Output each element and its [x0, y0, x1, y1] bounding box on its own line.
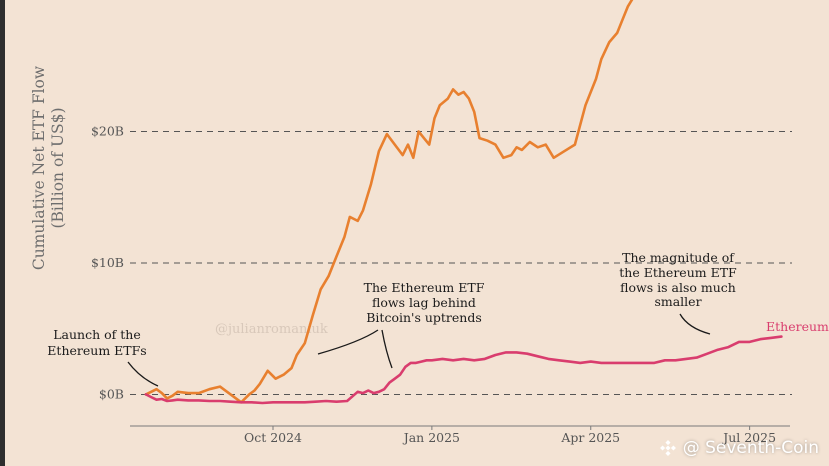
x-tick-labels: Oct 2024 Jan 2025 Apr 2025 Jul 2025 — [244, 426, 776, 445]
watermark: @julianromaniuk — [215, 322, 328, 337]
annotation-launch-line2: Ethereum ETFs — [47, 343, 146, 358]
x-tick-label-1: Jan 2025 — [402, 430, 460, 445]
annotation-magnitude-line4: smaller — [654, 294, 701, 309]
annotation-lag: The Ethereum ETF flows lag behind Bitcoi… — [317, 280, 485, 369]
y-tick-labels: $0B $10B $20B — [91, 123, 124, 401]
annotation-magnitude-line2: the Ethereum ETF — [619, 265, 737, 280]
grid-lines — [130, 130, 792, 395]
annotation-lag-line3: Bitcoin's uptrends — [366, 310, 482, 325]
credit-text: @ Seventh-Coin — [682, 438, 819, 458]
series-line-bitcoin — [144, 0, 634, 404]
annotation-magnitude-arrow — [679, 313, 711, 335]
annotation-lag-line2: flows lag behind — [372, 295, 476, 310]
annotation-lag-arrow-left — [317, 329, 379, 355]
x-tick-label-2: Apr 2025 — [560, 430, 620, 445]
series-line-ethereum — [144, 335, 783, 405]
y-axis-label-line1: Cumulative Net ETF Flow — [30, 65, 48, 270]
x-tick-label-0: Oct 2024 — [244, 430, 302, 445]
x-tick-label-3: Jul 2025 — [721, 430, 776, 445]
annotation-magnitude: The magnitude of the Ethereum ETF flows … — [619, 250, 737, 335]
y-axis-label-line2: (Billion of US$) — [49, 107, 67, 228]
y-tick-label-0: $0B — [99, 386, 124, 401]
annotation-launch-arrow — [127, 361, 159, 387]
ethereum-series-label: Ethereum — [766, 319, 829, 334]
annotation-lag-line1: The Ethereum ETF — [364, 280, 485, 295]
annotation-magnitude-line1: The magnitude of — [622, 250, 735, 265]
series-lines — [144, 0, 783, 405]
binance-icon — [659, 440, 676, 456]
y-tick-label-2: $20B — [91, 123, 124, 138]
credit-badge: @ Seventh-Coin — [659, 438, 819, 458]
y-tick-label-1: $10B — [91, 255, 124, 270]
annotation-launch: Launch of the Ethereum ETFs — [47, 327, 159, 387]
annotation-launch-line1: Launch of the — [53, 327, 140, 342]
annotation-magnitude-line3: flows is also much — [620, 280, 736, 295]
y-axis-label: Cumulative Net ETF Flow (Billion of US$) — [30, 65, 67, 270]
left-edge-rule — [0, 0, 5, 466]
annotation-lag-arrow-right — [381, 329, 393, 369]
